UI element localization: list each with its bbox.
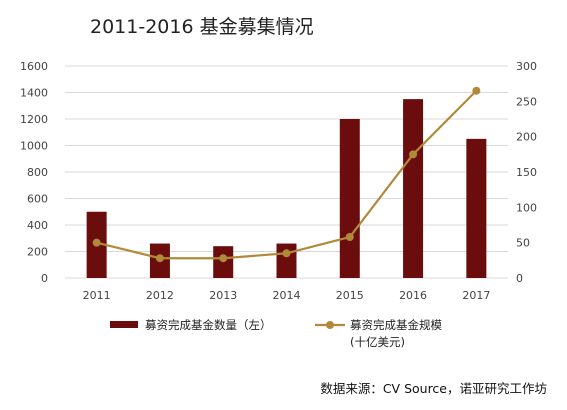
y-right-tick-label: 200 [516,131,537,144]
y-right-tick-label: 50 [516,237,530,250]
legend-swatch-point [326,321,334,329]
x-tick-label: 2014 [273,289,301,302]
y-left-tick-label: 400 [27,219,48,232]
x-tick-label: 2013 [209,289,237,302]
bar [466,138,487,278]
line-point [282,249,291,258]
line-point [345,233,354,242]
y-right-tick-label: 300 [516,60,537,73]
y-left-tick-label: 800 [27,166,48,179]
bar [403,99,424,278]
y-right-tick-label: 0 [516,272,523,285]
line-point [92,238,101,247]
y-left-tick-label: 1600 [20,60,48,73]
y-right-tick-label: 250 [516,95,537,108]
x-tick-label: 2011 [83,289,111,302]
axes: 0 200 400 600 800 1000 1200 1400 1600 0 50 100 150 20… [20,60,537,302]
y-left-tick-label: 600 [27,193,48,206]
x-tick-label: 2012 [146,289,174,302]
y-left-tick-label: 1400 [20,87,48,100]
y-left-tick-label: 1000 [20,140,48,153]
y-left-tick-label: 200 [27,246,48,259]
legend-label-line-unit: (十亿美元) [350,335,405,349]
legend-label-line: 募资完成基金规模 [350,318,442,332]
legend: 募资完成基金数量（左） 募资完成基金规模 (十亿美元) [110,318,442,349]
y-left-tick-label: 0 [41,272,48,285]
line-point [409,150,418,159]
bar [339,119,360,278]
x-tick-label: 2015 [336,289,364,302]
legend-swatch-bar [110,321,138,328]
legend-label-bar: 募资完成基金数量（左） [145,318,272,332]
line-series [92,86,481,263]
y-left-tick-label: 1200 [20,113,48,126]
source-note: 数据来源：CV Source，诺亚研究工作坊 [320,381,547,396]
x-tick-label: 2017 [462,289,490,302]
line-point [472,86,481,95]
x-tick-label: 2016 [399,289,427,302]
line-point [219,254,228,263]
chart-title: 2011-2016 基金募集情况 [90,16,314,38]
y-right-tick-label: 150 [516,166,537,179]
bar [276,243,297,278]
y-right-tick-label: 100 [516,201,537,214]
line-point [155,254,164,263]
